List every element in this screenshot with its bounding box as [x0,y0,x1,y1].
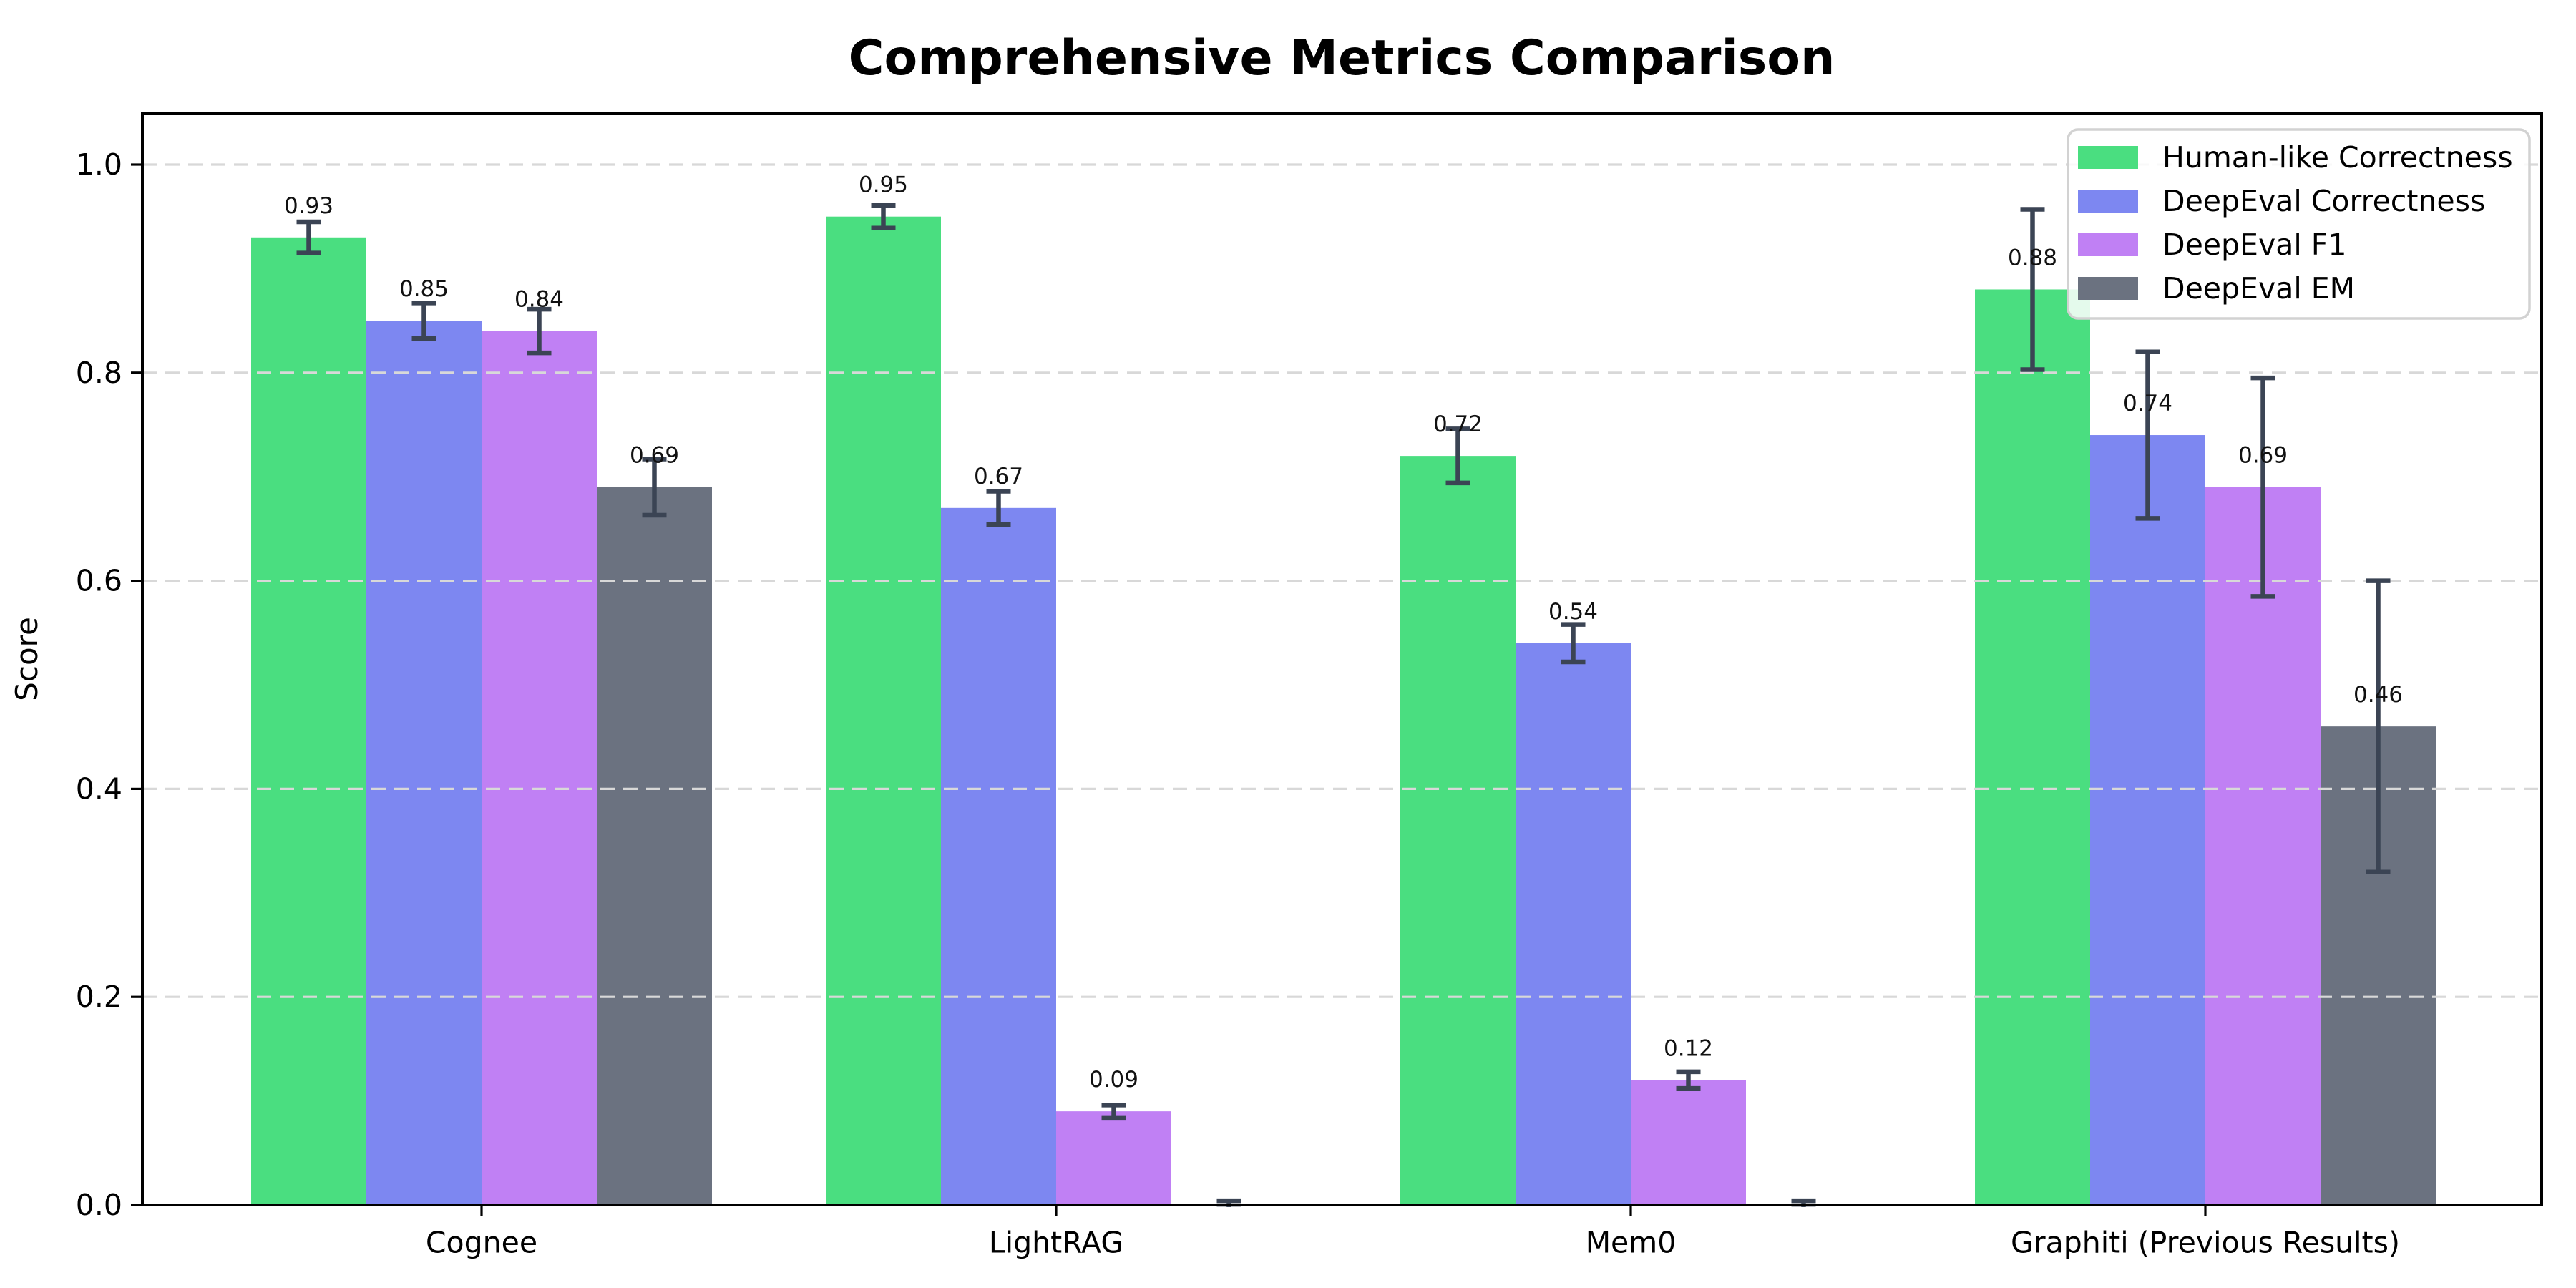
error-bar-2-3 [2250,375,2275,599]
error-bar-2-0 [527,306,552,356]
bar-value-label-1-1: 0.67 [974,464,1023,489]
bar-value-label-1-2: 0.54 [1548,599,1598,625]
bar-deepeval-correctness-3 [2090,435,2205,1205]
legend-item-deepeval-f1: DeepEval F1 [2078,228,2346,262]
y-axis-label: Score [9,617,44,701]
bar-value-label-2-2: 0.12 [1664,1036,1713,1062]
legend-item-label: DeepEval F1 [2162,228,2346,262]
axes-group [131,112,2543,1216]
bar-value-label-1-3: 0.74 [2123,391,2172,416]
y-tick-label-0: 0.0 [76,1188,122,1222]
error-bar-0-1 [871,203,896,230]
chart-title: Comprehensive Metrics Comparison [849,30,1835,87]
tick-labels-group: 0.0 0.2 0.4 0.6 0.8 1.0 Cognee LightRAG Mem0 Grap… [76,147,2400,1259]
error-bar-3-3 [2366,578,2391,874]
bar-deepeval-correctness-1 [941,507,1056,1205]
bar-value-label-1-0: 0.85 [399,276,449,302]
bar-value-label-0-0: 0.93 [284,193,333,219]
error-bar-2-1 [1101,1103,1126,1121]
legend-swatch [2078,146,2138,169]
bar-deepeval-f1-3 [2205,487,2321,1205]
bar-value-label-0-3: 0.88 [2008,245,2057,270]
error-bar-1-1 [986,489,1011,527]
bar-value-label-0-1: 0.95 [859,172,908,198]
x-tick-label-1: LightRAG [989,1225,1123,1259]
legend-item-human-like-correctness: Human-like Correctness [2078,140,2513,175]
error-bar-3-0 [642,457,667,518]
y-tick-label-0.4: 0.4 [76,771,122,806]
error-bar-0-0 [296,219,321,255]
y-tick-label-0.8: 0.8 [76,356,122,390]
bar-value-label-2-0: 0.84 [514,287,564,313]
plot-border [141,112,2543,1206]
bar-value-label-3-3: 0.46 [2353,682,2403,708]
bar-value-label-0-2: 0.72 [1433,411,1483,437]
y-tick-label-0.6: 0.6 [76,564,122,598]
bar-value-label-2-3: 0.69 [2238,443,2288,469]
error-bar-2-2 [1676,1069,1701,1091]
legend-item-deepeval-correctness: DeepEval Correctness [2078,184,2485,218]
gridlines-group [142,163,2542,998]
value-labels-group: 0.93 0.95 0.72 0.88 0.85 0.67 0.54 0.74 0.84 0.09… [284,172,2403,1093]
legend-swatch [2078,233,2138,256]
bar-human-like-correctness-0 [251,237,366,1205]
legend-item-label: DeepEval EM [2162,271,2355,306]
y-tick-label-1: 1.0 [76,147,122,182]
x-tick-label-2: Mem0 [1586,1225,1677,1259]
bar-human-like-correctness-2 [1400,456,1516,1205]
bar-deepeval-f1-0 [482,331,597,1205]
x-tick-label-0: Cognee [426,1225,537,1259]
error-bar-1-3 [2135,349,2160,521]
error-bar-0-3 [2020,207,2045,372]
error-bar-0-2 [1445,426,1470,486]
legend-swatch [2078,277,2138,300]
bar-human-like-correctness-1 [826,216,941,1206]
bar-deepeval-f1-2 [1631,1080,1746,1205]
error-bar-1-2 [1561,622,1586,665]
bar-deepeval-correctness-0 [366,321,482,1206]
bar-deepeval-correctness-2 [1516,643,1631,1205]
legend-box [2067,128,2531,320]
bar-human-like-correctness-3 [1975,289,2090,1206]
legend-item-label: Human-like Correctness [2162,140,2513,175]
legend-swatch [2078,190,2138,213]
bar-deepeval-em-0 [597,487,712,1205]
bar-deepeval-f1-1 [1056,1111,1171,1205]
x-tick-label-3: Graphiti (Previous Results) [2011,1225,2400,1259]
error-bar-1-0 [411,301,436,341]
bar-value-label-3-0: 0.69 [630,443,679,469]
legend-item-deepeval-em: DeepEval EM [2078,271,2355,306]
y-tick-label-0.2: 0.2 [76,980,122,1014]
legend-item-label: DeepEval Correctness [2162,184,2485,218]
error-bars-group [296,203,2391,1207]
bar-value-label-2-1: 0.09 [1089,1067,1138,1093]
legend: Human-like Correctness DeepEval Correctne… [2067,128,2531,320]
